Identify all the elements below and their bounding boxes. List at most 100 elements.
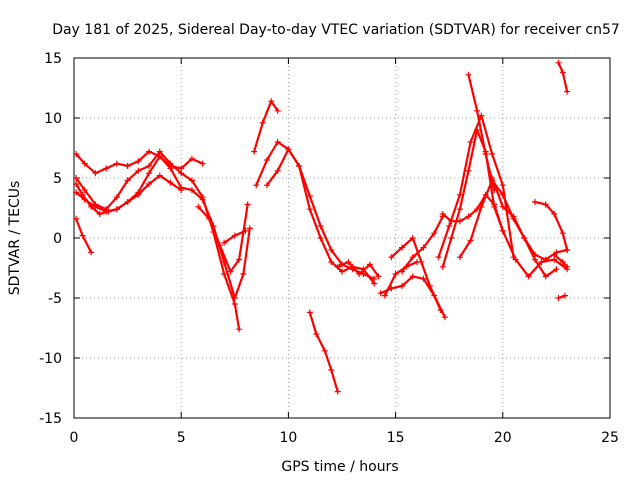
data-point [199,160,206,167]
data-point [253,182,260,189]
data-point [551,211,558,217]
data-point [124,199,131,205]
data-point [456,191,463,198]
data-point [259,119,266,126]
data-point [478,203,485,210]
data-point [467,139,474,145]
data-point [435,254,442,261]
data-point [188,187,195,193]
x-tick-label: 20 [494,430,512,446]
data-point [371,280,378,287]
data-point [478,112,485,119]
data-point [274,139,281,145]
data-point [167,179,174,186]
chart-title: Day 181 of 2025, Sidereal Day-to-day VTE… [52,22,620,38]
series-line-track-16 [383,260,419,297]
series-line-track-6 [197,203,249,273]
data-point [446,223,453,229]
x-tick-labels: 0 5 10 15 20 25 [70,430,619,446]
data-point [356,271,363,277]
data-point [73,151,80,157]
data-point [489,151,496,157]
data-point [437,307,444,313]
data-point [426,283,433,289]
data-point [124,177,131,184]
data-point [328,247,335,253]
data-point [551,251,558,258]
data-point [306,309,313,316]
data-point [414,259,421,265]
data-point [489,175,496,181]
data-point [525,273,532,280]
data-point [409,235,416,241]
data-point [135,158,142,165]
data-point [381,292,388,299]
data-point [420,275,427,282]
data-point [81,196,88,203]
data-point [231,232,238,239]
data-point [199,196,206,203]
data-point [146,163,153,169]
data-point [366,261,373,268]
data-point [564,88,571,95]
data-point [113,160,120,167]
data-point [334,263,341,270]
y-tick-label: -15 [39,411,62,427]
data-point [388,254,395,261]
data-point [512,256,519,263]
data-point [146,170,153,177]
data-point [334,388,341,395]
data-point [499,227,506,234]
data-point [439,263,446,270]
data-point [377,290,384,297]
data-point [156,172,163,179]
y-tick-label: -5 [48,291,62,307]
data-point [188,155,195,162]
data-point [188,177,195,184]
y-tick-label: 10 [44,111,62,127]
grid-lines [74,58,610,418]
data-point [81,187,88,193]
data-point [96,211,103,217]
data-series [73,59,571,395]
data-point [328,259,335,265]
series-line-track-11 [308,311,339,393]
data-point [467,237,474,244]
data-point [236,326,243,333]
data-point [231,301,238,307]
y-tick-label: 5 [53,171,62,187]
data-point [244,201,251,208]
data-point [236,256,243,263]
data-point [465,71,472,78]
data-point [531,256,538,263]
data-point [88,249,95,256]
data-point [474,107,481,114]
x-tick-label: 15 [387,430,405,446]
series-line-track-14 [390,236,442,312]
data-point [135,191,142,198]
data-point [79,232,86,239]
data-point [448,235,455,241]
data-point [216,242,223,249]
data-point [221,239,228,246]
data-point [231,295,238,301]
data-point [73,189,80,196]
data-point [195,203,202,210]
data-point [456,218,463,225]
series-line-track-18 [467,73,496,192]
data-point [510,213,517,220]
data-point [564,247,571,253]
y-tick-label: -10 [39,351,62,367]
y-tick-label: 15 [44,51,62,67]
data-point [178,187,185,193]
data-point [409,273,416,280]
data-point [542,273,549,280]
data-point [499,182,506,189]
data-point [409,254,416,261]
data-point [113,194,120,201]
data-point [559,69,566,76]
data-point [92,170,99,177]
data-point [542,201,549,208]
x-tick-label: 25 [601,430,619,446]
